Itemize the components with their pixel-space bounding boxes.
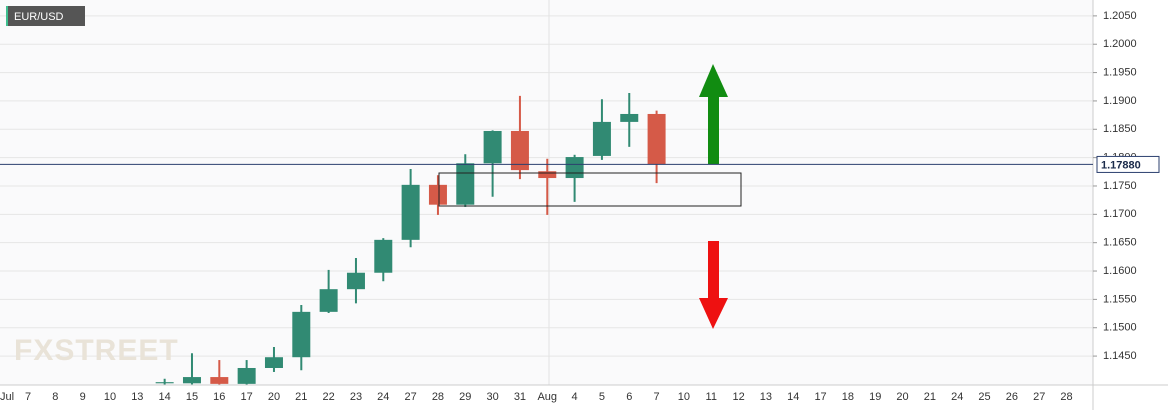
y-tick-label: 1.1500 xyxy=(1103,322,1137,334)
y-tick-label: 1.1750 xyxy=(1103,180,1137,192)
x-tick-label: 4 xyxy=(572,391,578,403)
grid xyxy=(0,15,1093,357)
x-tick-label: 18 xyxy=(842,391,854,403)
current-price-box xyxy=(1096,155,1160,173)
y-tick-label: 1.2050 xyxy=(1103,10,1137,22)
x-tick-label: 23 xyxy=(350,391,362,403)
x-tick-label: 17 xyxy=(814,391,826,403)
candle-body xyxy=(264,357,283,368)
candle-body xyxy=(592,121,611,156)
x-tick-label: 9 xyxy=(80,391,86,403)
y-tick-label: 1.1650 xyxy=(1103,237,1137,249)
candle-body xyxy=(401,184,420,240)
candles xyxy=(155,92,666,385)
x-tick-label: 31 xyxy=(514,391,526,403)
x-tick-label: 10 xyxy=(678,391,690,403)
x-tick-label: 21 xyxy=(924,391,936,403)
x-tick-label: Jul xyxy=(0,391,14,403)
candle-body xyxy=(456,163,475,205)
current-price-label: 1.17880 xyxy=(1101,159,1141,171)
x-tick-label: 28 xyxy=(1060,391,1072,403)
x-tick-label: 22 xyxy=(323,391,335,403)
x-tick-label: 21 xyxy=(295,391,307,403)
candle-body xyxy=(319,289,338,312)
x-tick-label: 15 xyxy=(186,391,198,403)
candle-body xyxy=(565,157,584,179)
x-tick-label: 27 xyxy=(404,391,416,403)
down-arrow xyxy=(699,241,728,329)
x-tick-label: 11 xyxy=(706,391,717,403)
x-tick-label: 10 xyxy=(104,391,116,403)
y-tick-label: 1.1900 xyxy=(1103,95,1137,107)
x-tick-label: 14 xyxy=(159,391,171,403)
x-tick-label: 6 xyxy=(626,391,632,403)
x-tick-label: Aug xyxy=(537,391,557,403)
x-tick-label: 24 xyxy=(377,391,389,403)
candle-body xyxy=(428,184,447,205)
y-tick-label: 1.1850 xyxy=(1103,123,1137,135)
x-tick-label: 17 xyxy=(241,391,253,403)
up-arrow xyxy=(699,64,728,164)
y-tick-label: 1.1550 xyxy=(1103,293,1137,305)
candle-body xyxy=(210,377,229,384)
symbol-text: EUR/USD xyxy=(14,11,64,23)
x-tick-label: 20 xyxy=(896,391,908,403)
x-tick-label: 20 xyxy=(268,391,280,403)
x-tick-label: 13 xyxy=(760,391,772,403)
x-tick-label: 27 xyxy=(1033,391,1045,403)
symbol-label: EUR/USD xyxy=(6,6,85,26)
range-box xyxy=(438,172,742,207)
y-tick-label: 1.1700 xyxy=(1103,208,1137,220)
candle-body xyxy=(647,113,666,165)
candle-body xyxy=(483,130,502,164)
candle-body xyxy=(237,367,256,384)
candle-body xyxy=(374,239,393,273)
axes: 1.1450 1.1500 1.1550 1.1600 1.1650 1.1700 1.17… xyxy=(0,10,1160,403)
x-tick-label: 30 xyxy=(486,391,498,403)
watermark: FXSTREET xyxy=(14,334,179,367)
x-tick-label: 14 xyxy=(787,391,799,403)
candle-body xyxy=(538,171,557,179)
y-tick-label: 1.2000 xyxy=(1103,38,1137,50)
candle-body xyxy=(620,113,639,122)
x-tick-label: 8 xyxy=(52,391,58,403)
x-tick-label: 24 xyxy=(951,391,963,403)
x-tick-label: 5 xyxy=(599,391,605,403)
y-tick-label: 1.1950 xyxy=(1103,66,1137,78)
candle-body xyxy=(182,377,201,384)
candle-body xyxy=(155,382,174,384)
x-tick-label: 29 xyxy=(459,391,471,403)
y-tick-label: 1.1600 xyxy=(1103,265,1137,277)
x-tick-label: 26 xyxy=(1006,391,1018,403)
candle-body xyxy=(292,311,311,358)
x-tick-label: 12 xyxy=(732,391,744,403)
x-tick-label: 28 xyxy=(432,391,444,403)
x-tick-label: 16 xyxy=(213,391,225,403)
y-tick-label: 1.1450 xyxy=(1103,350,1137,362)
x-tick-label: 7 xyxy=(25,391,31,403)
x-tick-label: 7 xyxy=(654,391,660,403)
candle-body xyxy=(346,272,365,290)
candle-body xyxy=(510,130,529,171)
x-tick-label: 13 xyxy=(131,391,143,403)
x-tick-label: 19 xyxy=(869,391,881,403)
x-tick-label: 25 xyxy=(978,391,990,403)
